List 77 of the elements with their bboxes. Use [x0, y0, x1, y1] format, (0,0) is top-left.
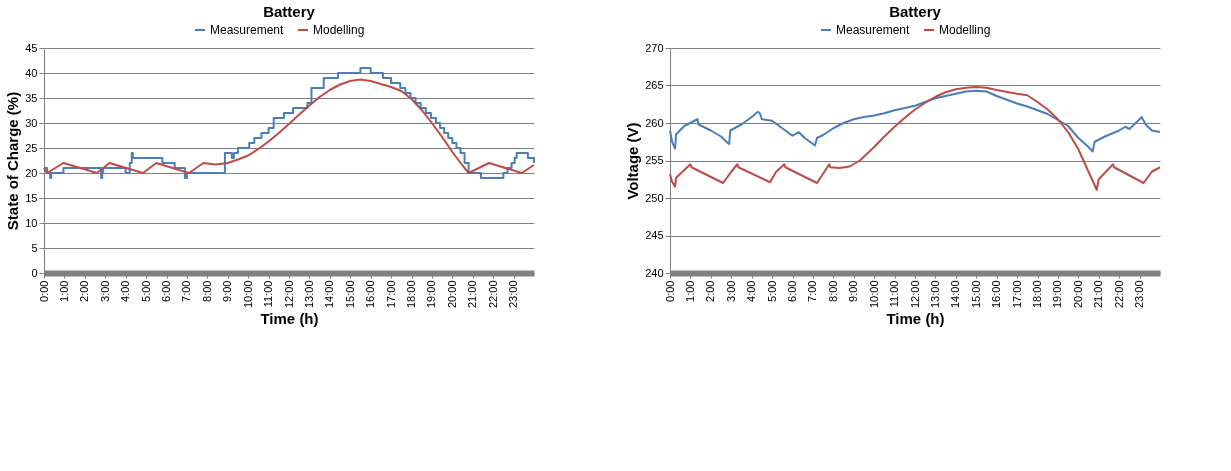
x-tick-label: 7:00: [806, 280, 819, 302]
x-tick-label: 20:00: [1071, 280, 1084, 309]
y-tick-label: 20: [25, 166, 38, 179]
x-tick-label: 3:00: [724, 280, 737, 302]
x-tick-label: 5:00: [765, 280, 778, 302]
x-tick-label: 11:00: [262, 280, 275, 308]
x-tick-label: 21:00: [1092, 280, 1105, 309]
y-tick-label: 10: [25, 216, 38, 229]
y-tick-label: 270: [645, 41, 664, 54]
y-tick-label: 240: [645, 266, 664, 279]
y-axis-title: State of Charge (%): [4, 91, 22, 231]
x-tick-label: 15:00: [343, 280, 356, 309]
y-tick-label: 30: [25, 116, 38, 129]
x-tick-label: 2:00: [704, 280, 717, 302]
x-tick-label: 10:00: [241, 280, 254, 309]
x-tick-label: 16:00: [364, 280, 377, 309]
x-tick-label: 1:00: [683, 280, 696, 302]
y-tick-label: 260: [645, 116, 664, 129]
chart-title: Battery: [263, 3, 316, 20]
x-tick-label: 13:00: [302, 280, 315, 309]
x-tick-label: 17:00: [384, 280, 397, 309]
x-tick-label: 3:00: [98, 280, 111, 302]
chart-title: Battery: [889, 3, 942, 20]
x-tick-label: 16:00: [990, 280, 1003, 309]
x-tick-label: 17:00: [1010, 280, 1023, 309]
x-tick-label: 13:00: [928, 280, 941, 309]
x-tick-label: 15:00: [969, 280, 982, 309]
x-tick-label: 8:00: [826, 280, 839, 302]
legend-label: Measurement: [836, 23, 911, 37]
y-tick-label: 25: [25, 141, 38, 154]
x-tick-label: 8:00: [200, 280, 213, 302]
x-tick-label: 20:00: [445, 280, 458, 309]
x-tick-label: 14:00: [323, 280, 336, 309]
x-tick-label: 7:00: [180, 280, 193, 302]
x-tick-label: 2:00: [78, 280, 91, 302]
line-series: [669, 86, 1161, 191]
x-tick-label: 12:00: [282, 280, 295, 309]
x-tick-label: 9:00: [847, 280, 860, 302]
x-tick-label: 21:00: [466, 280, 479, 309]
y-tick-label: 15: [25, 191, 38, 204]
x-tick-label: 19:00: [425, 280, 438, 309]
y-axis-title: Voltage (V): [624, 122, 642, 200]
x-axis-title: Time (h): [260, 310, 319, 328]
legend-label: Modelling: [939, 23, 991, 37]
x-axis-title: Time (h): [886, 310, 945, 328]
y-tick-label: 265: [645, 79, 664, 91]
y-tick-label: 250: [645, 191, 664, 204]
x-tick-label: 18:00: [405, 280, 417, 309]
y-tick-label: 5: [31, 241, 38, 254]
x-tick-label: 11:00: [888, 280, 901, 308]
x-tick-label: 4:00: [119, 280, 132, 302]
x-tick-label: 1:00: [57, 280, 70, 302]
y-tick-label: 255: [645, 154, 664, 166]
x-tick-label: 23:00: [507, 280, 520, 309]
x-tick-label: 10:00: [867, 280, 880, 309]
x-tick-label: 6:00: [786, 280, 798, 302]
line-series: [669, 89, 1161, 153]
x-tick-label: 0:00: [37, 280, 50, 302]
y-tick-label: 0: [31, 266, 38, 279]
y-tick-label: 45: [25, 41, 38, 54]
x-tick-label: 6:00: [160, 280, 172, 302]
legend-label: Measurement: [210, 23, 285, 37]
y-tick-label: 35: [25, 91, 38, 104]
x-tick-label: 22:00: [1112, 280, 1125, 309]
y-tick-label: 40: [25, 66, 38, 79]
x-tick-label: 14:00: [949, 280, 962, 309]
x-tick-label: 5:00: [139, 280, 152, 302]
x-tick-label: 22:00: [486, 280, 499, 309]
x-tick-label: 9:00: [221, 280, 234, 302]
y-tick-label: 245: [645, 229, 664, 241]
legend-label: Modelling: [313, 23, 365, 37]
x-tick-label: 19:00: [1051, 280, 1064, 309]
x-tick-label: 12:00: [908, 280, 921, 309]
x-tick-label: 4:00: [745, 280, 758, 302]
x-tick-label: 18:00: [1031, 280, 1043, 309]
x-tick-label: 23:00: [1133, 280, 1146, 309]
x-tick-label: 0:00: [663, 280, 676, 302]
